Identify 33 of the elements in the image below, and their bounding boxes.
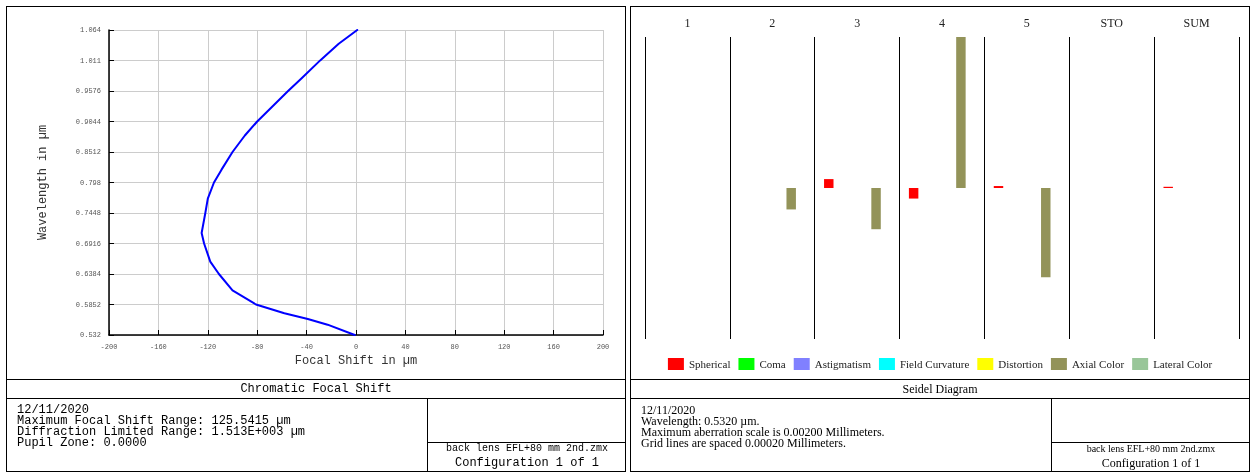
bar (824, 179, 834, 188)
legend-label: Spherical (688, 358, 731, 370)
legend-label: Astigmatism (814, 358, 872, 370)
bar (871, 188, 881, 230)
text: Seidel Diagram (631, 379, 1249, 399)
text: Pupil Zone: 0.0000 (17, 436, 147, 450)
text: back lens EFL+80 mm 2nd.zmx (1085, 443, 1217, 454)
x-tick-label: STO (1100, 16, 1124, 30)
x-axis-title: Focal Shift in µm (294, 353, 418, 368)
x-tick-label: 5 (1023, 16, 1030, 30)
text: Chromatic Focal Shift (7, 379, 625, 399)
text: Configuration 1 of 1 (454, 456, 600, 470)
legend-label: Field Curvature (899, 358, 970, 370)
x-tick-label: SUM (1183, 16, 1210, 30)
legend-label: Axial Color (1071, 358, 1125, 370)
legend-label: Distortion (998, 358, 1044, 370)
text: 12/11/2020 (641, 403, 696, 417)
legend-label: Lateral Color (1153, 358, 1213, 370)
line-series (200, 29, 359, 336)
bar (1041, 188, 1051, 278)
y-axis-title: Wavelength in µm (36, 124, 50, 241)
text: Configuration 1 of 1 (1100, 456, 1202, 470)
bar (956, 37, 966, 188)
text: Wavelength: 0.5320 µm. (641, 414, 760, 428)
x-tick-label: 4 (939, 16, 945, 30)
text: Grid lines are spaced 0.00020 Millimeters. (641, 436, 846, 450)
legend-label: Coma (759, 358, 786, 370)
x-tick-label: 1 (684, 16, 691, 30)
text: back lens EFL+80 mm 2nd.zmx (445, 443, 609, 454)
bar (908, 188, 919, 199)
x-tick-label: 2 (769, 16, 776, 30)
x-tick-label: 3 (854, 16, 861, 30)
bar (786, 188, 796, 210)
